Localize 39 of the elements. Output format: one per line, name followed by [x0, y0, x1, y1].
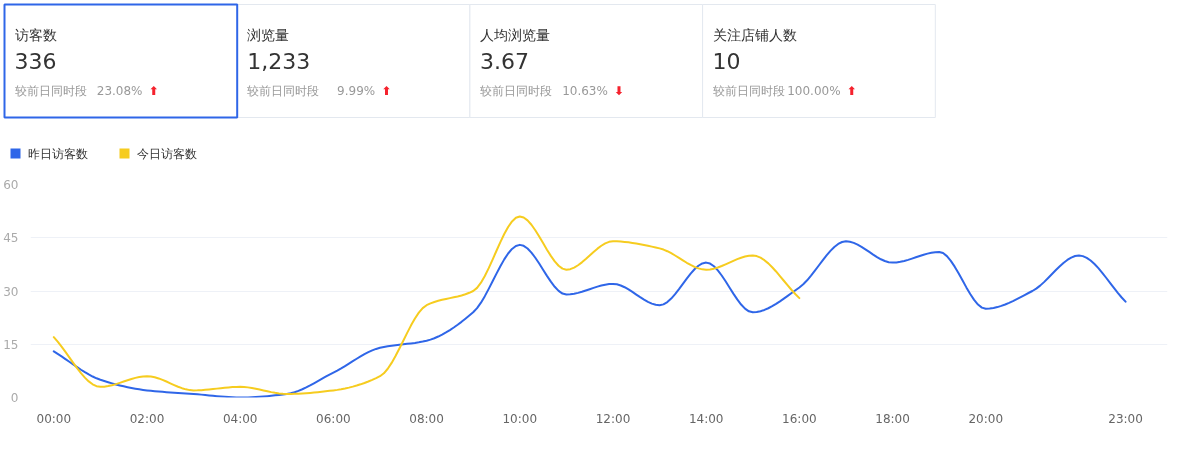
text: 较前日同时段 — [247, 83, 320, 98]
text: 1,233 — [247, 48, 311, 74]
x-tick-label: 20:00 — [968, 411, 1004, 426]
category-label: 关注店铺人数 — [712, 26, 797, 43]
text: 3.67 — [479, 48, 529, 74]
x-tick-label: 06:00 — [316, 411, 351, 426]
text: 10 — [712, 48, 741, 74]
x-tick-label: 00:00 — [36, 411, 72, 426]
category-label: 访客数 — [14, 26, 57, 43]
text: 336 — [14, 48, 57, 74]
legend-label: 今日访客数 — [136, 146, 197, 161]
text: 23.08% — [96, 83, 143, 98]
text: ⬆ — [846, 83, 857, 98]
x-tick-label: 23:00 — [1108, 411, 1143, 426]
text: 较前日同时段 — [712, 83, 785, 98]
y-tick-label: 60 — [3, 178, 19, 192]
x-tick-label: 16:00 — [782, 411, 817, 426]
text: 较前日同时段 — [14, 83, 87, 98]
text: 100.00% — [787, 83, 841, 98]
x-tick-label: 14:00 — [688, 411, 724, 426]
y-tick-label: 45 — [3, 231, 19, 246]
x-tick-label: 18:00 — [875, 411, 910, 426]
category-label: 人均浏览量 — [479, 26, 550, 43]
x-tick-label: 12:00 — [595, 411, 631, 426]
text: 10.63% — [562, 83, 608, 98]
text: 9.99% — [337, 83, 376, 98]
category-label: 浏览量 — [247, 26, 290, 43]
x-tick-label: 02:00 — [129, 411, 165, 426]
text: ⬆ — [381, 83, 392, 98]
legend-label: 昨日访客数 — [27, 146, 88, 161]
text: ⬆ — [148, 83, 159, 98]
x-tick-label: 04:00 — [222, 411, 258, 426]
x-tick-label: 10:00 — [502, 411, 538, 426]
x-tick-label: 08:00 — [409, 411, 444, 426]
y-tick-label: 30 — [3, 284, 19, 299]
y-tick-label: 0 — [10, 391, 19, 405]
y-tick-label: 15 — [3, 337, 19, 352]
text: ⬇ — [613, 83, 624, 98]
text: 较前日同时段 — [479, 83, 552, 98]
